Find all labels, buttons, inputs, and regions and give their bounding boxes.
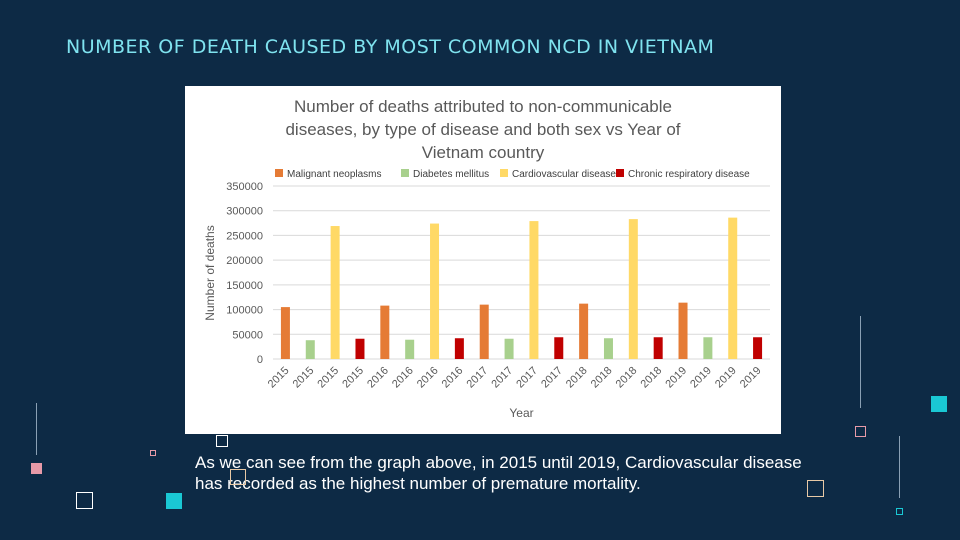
bar [280, 307, 290, 359]
x-tick-label: 2017 [465, 365, 491, 391]
deco-outline-square-small [216, 435, 228, 447]
deco-teal-square-right [931, 396, 947, 412]
bar [653, 337, 663, 359]
x-tick-label: 2018 [614, 365, 640, 391]
deco-vertical-line [36, 403, 37, 455]
bar [380, 305, 390, 359]
x-tick-label: 2015 [315, 365, 341, 391]
legend-swatch [275, 169, 283, 177]
bar [703, 337, 713, 359]
x-tick-label: 2018 [638, 365, 664, 391]
x-tick-label: 2017 [539, 365, 565, 391]
bar [628, 219, 638, 359]
y-tick-label: 50000 [232, 329, 263, 341]
slide-caption: As we can see from the graph above, in 2… [195, 453, 802, 493]
legend-label: Malignant neoplasms [287, 169, 382, 180]
deco-vertical-line-right [860, 316, 861, 408]
x-tick-label: 2018 [589, 365, 615, 391]
bar [405, 339, 415, 359]
chart-title-line: Number of deaths attributed to non-commu… [294, 97, 672, 116]
legend-swatch [616, 169, 624, 177]
x-tick-label: 2017 [489, 365, 515, 391]
legend-label: Cardiovascular diseases [512, 169, 621, 180]
bar [554, 337, 564, 359]
deco-vertical-line-far-right [899, 436, 900, 498]
deco-small-square [150, 450, 156, 456]
bar [579, 303, 589, 359]
bar [529, 221, 539, 359]
deco-tiny-teal-square [896, 508, 903, 515]
x-tick-label: 2016 [365, 365, 391, 391]
legend-swatch [500, 169, 508, 177]
x-axis-label: Year [509, 406, 533, 420]
bar [753, 337, 763, 359]
deco-outline-square [76, 492, 93, 509]
slide-title: NUMBER OF DEATH CAUSED BY MOST COMMON NC… [66, 36, 715, 58]
bar [330, 226, 340, 359]
deco-pink-square [31, 463, 42, 474]
x-tick-label: 2019 [688, 365, 714, 391]
x-tick-label: 2019 [738, 365, 764, 391]
deco-outline-square-tan-right [807, 480, 824, 497]
bar [603, 338, 613, 359]
bar [454, 338, 464, 359]
legend-label: Chronic respiratory disease [628, 169, 750, 180]
chart-panel: Number of deaths attributed to non-commu… [185, 86, 781, 434]
bar [504, 338, 514, 359]
deco-outline-square-tan [230, 469, 246, 485]
x-tick-label: 2016 [440, 365, 466, 391]
legend-swatch [401, 169, 409, 177]
y-tick-label: 100000 [226, 305, 263, 317]
legend-label: Diabetes mellitus [413, 169, 489, 180]
bar [479, 304, 489, 359]
bar [355, 338, 365, 359]
bar [728, 217, 738, 359]
x-tick-label: 2018 [564, 365, 590, 391]
y-tick-label: 300000 [226, 206, 263, 218]
deco-teal-square [166, 493, 182, 509]
x-tick-label: 2015 [266, 365, 292, 391]
deco-outline-square-pink-right [855, 426, 866, 437]
y-tick-label: 0 [257, 354, 263, 366]
x-tick-label: 2015 [291, 365, 317, 391]
y-tick-label: 350000 [226, 181, 263, 193]
x-tick-label: 2015 [340, 365, 366, 391]
x-tick-label: 2019 [663, 365, 689, 391]
x-tick-label: 2019 [713, 365, 739, 391]
y-tick-label: 150000 [226, 280, 263, 292]
bar [678, 302, 688, 359]
x-tick-label: 2016 [415, 365, 441, 391]
y-tick-label: 250000 [226, 230, 263, 242]
bar-chart: Number of deaths attributed to non-commu… [203, 97, 770, 420]
y-axis-label: Number of deaths [203, 225, 217, 320]
bar [305, 340, 315, 359]
y-tick-label: 200000 [226, 255, 263, 267]
chart-title-line: Vietnam country [422, 143, 545, 162]
x-tick-label: 2017 [514, 365, 540, 391]
bar [430, 223, 440, 359]
x-tick-label: 2016 [390, 365, 416, 391]
chart-title-line: diseases, by type of disease and both se… [285, 120, 680, 139]
